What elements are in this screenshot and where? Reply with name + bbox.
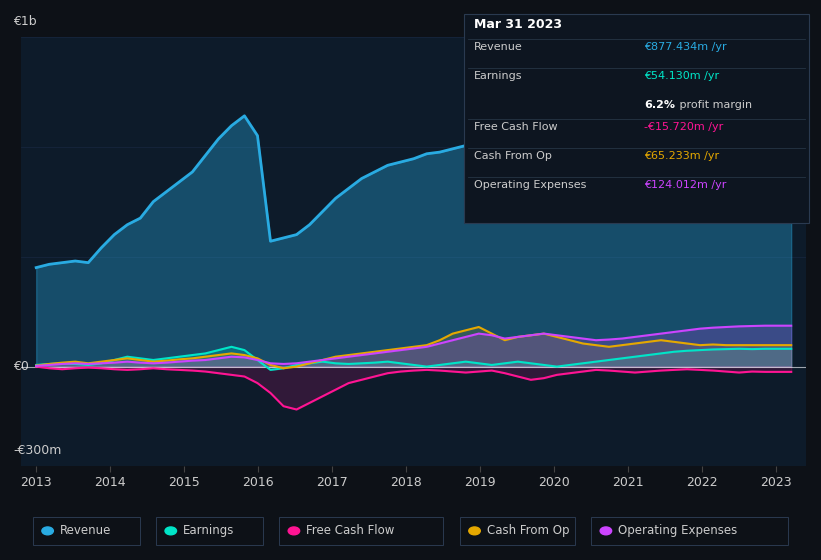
- Text: Revenue: Revenue: [60, 524, 112, 538]
- Text: Earnings: Earnings: [474, 71, 522, 81]
- Text: -€15.720m /yr: -€15.720m /yr: [644, 122, 724, 132]
- Text: €1b: €1b: [13, 15, 37, 28]
- Text: -€300m: -€300m: [13, 444, 62, 457]
- Text: €65.233m /yr: €65.233m /yr: [644, 151, 720, 161]
- Text: Mar 31 2023: Mar 31 2023: [474, 18, 562, 31]
- Text: Revenue: Revenue: [474, 42, 522, 52]
- Text: 6.2%: 6.2%: [644, 100, 676, 110]
- Text: Free Cash Flow: Free Cash Flow: [306, 524, 395, 538]
- Text: €124.012m /yr: €124.012m /yr: [644, 180, 727, 190]
- Text: €54.130m /yr: €54.130m /yr: [644, 71, 720, 81]
- Text: €0: €0: [13, 360, 30, 373]
- Text: €877.434m /yr: €877.434m /yr: [644, 42, 727, 52]
- Text: Earnings: Earnings: [183, 524, 235, 538]
- Text: profit margin: profit margin: [676, 100, 752, 110]
- Text: Free Cash Flow: Free Cash Flow: [474, 122, 557, 132]
- Text: Cash From Op: Cash From Op: [474, 151, 552, 161]
- Text: Operating Expenses: Operating Expenses: [474, 180, 586, 190]
- Text: Cash From Op: Cash From Op: [487, 524, 569, 538]
- Text: Operating Expenses: Operating Expenses: [618, 524, 737, 538]
